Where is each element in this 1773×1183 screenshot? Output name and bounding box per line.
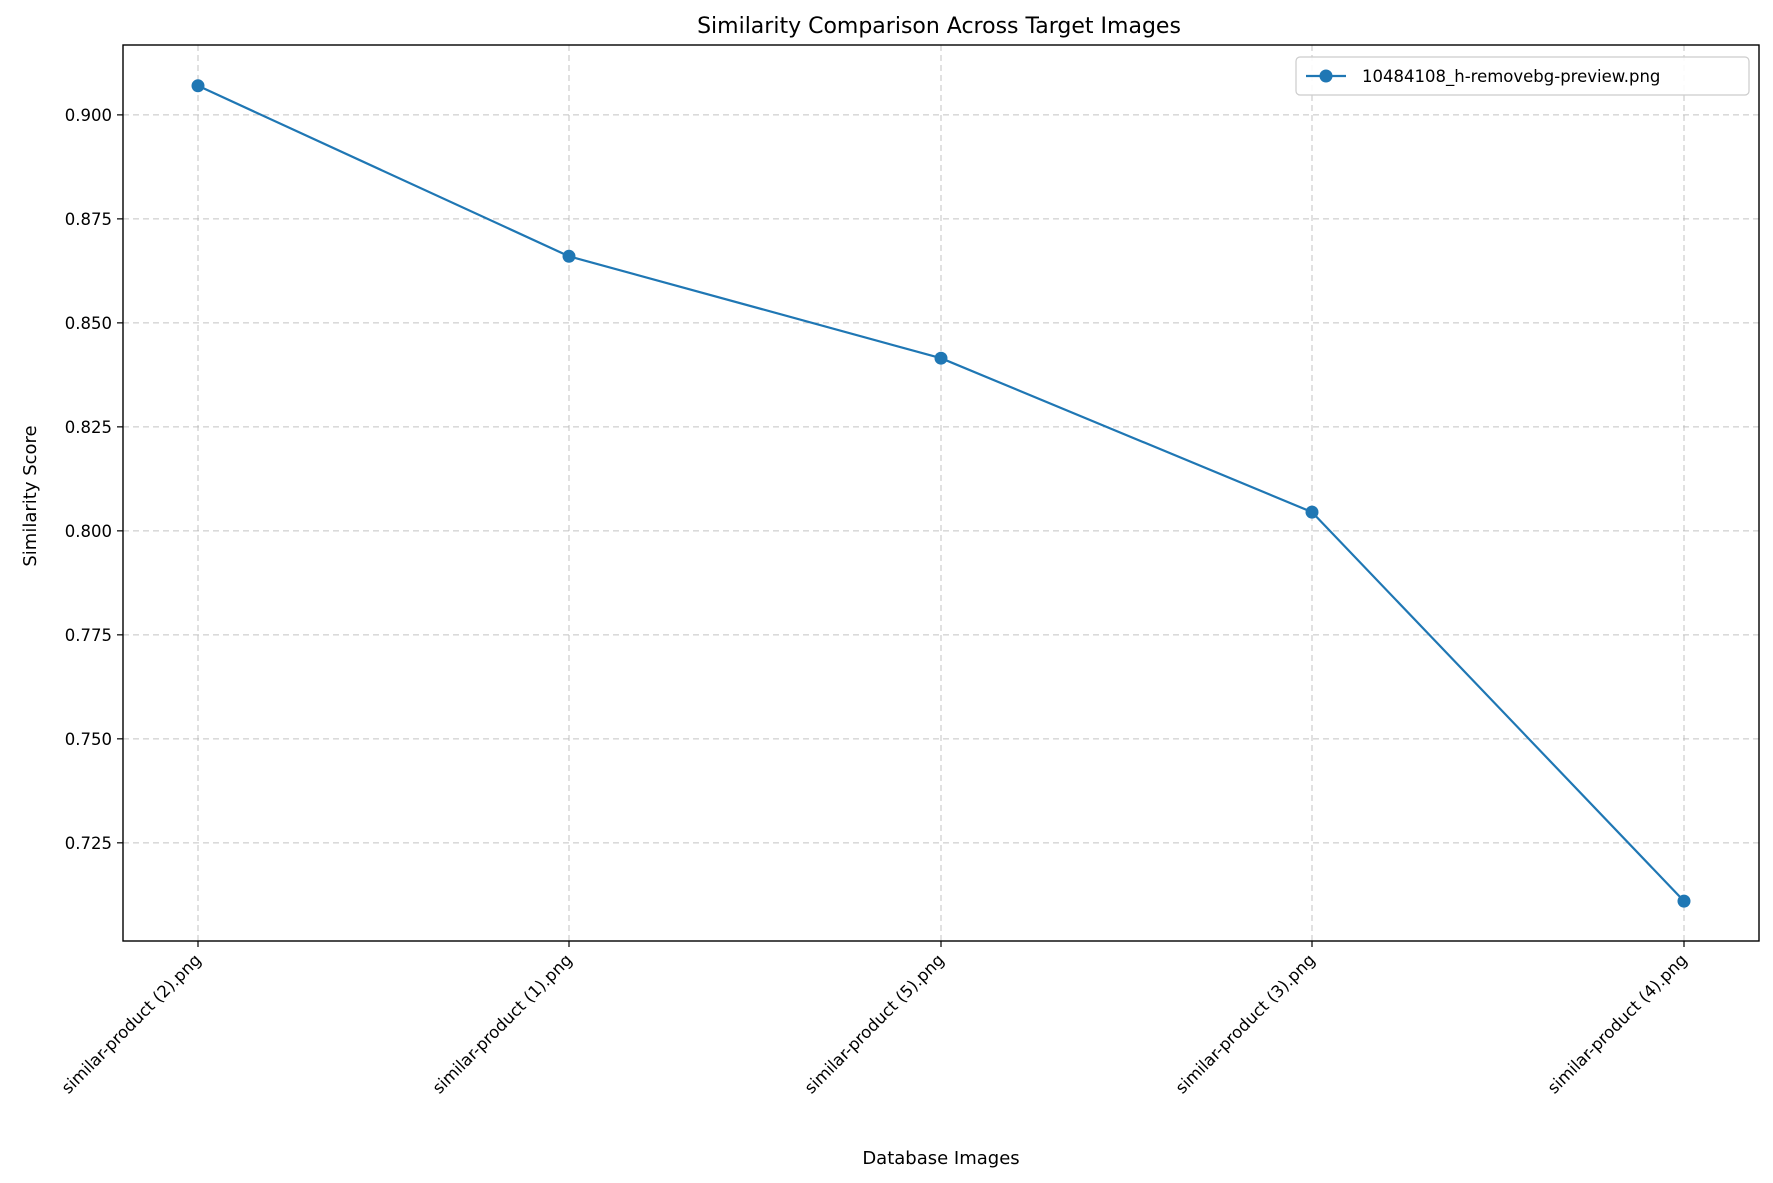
data-point: [191, 79, 205, 93]
x-axis-label: Database Images: [862, 1148, 1019, 1169]
x-tick-label: similar-product (2).png: [58, 950, 205, 1097]
y-axis-label: Similarity Score: [20, 425, 41, 566]
y-tick-label: 0.900: [65, 106, 112, 125]
data-point: [1305, 505, 1319, 519]
y-tick-label: 0.825: [65, 418, 112, 437]
y-tick-label: 0.775: [65, 626, 112, 645]
legend-point-marker: [1319, 69, 1333, 83]
data-point: [934, 351, 948, 365]
data-point: [562, 249, 576, 263]
series-layer: [191, 79, 1691, 908]
y-tick-label: 0.725: [65, 834, 112, 853]
y-tick-label: 0.750: [65, 730, 112, 749]
data-point: [1677, 894, 1691, 908]
grid: [123, 45, 1759, 941]
x-tick-label: similar-product (4).png: [1544, 950, 1691, 1097]
x-tick-label: similar-product (3).png: [1172, 950, 1319, 1097]
y-tick-label: 0.850: [65, 314, 112, 333]
plot-frame: [122, 44, 1760, 942]
chart-title: Similarity Comparison Across Target Imag…: [697, 14, 1181, 39]
legend-box: [1295, 56, 1750, 96]
x-tick-label: similar-product (1).png: [429, 950, 576, 1097]
legend-series-name: 10484108_h-removebg-preview.png: [1362, 67, 1660, 87]
x-tick-label: similar-product (5).png: [801, 950, 948, 1097]
axes: 0.725 0.750 0.775 0.800 0.825 0.850 0.875 0.900…: [58, 106, 1691, 1098]
y-tick-label: 0.875: [65, 210, 112, 229]
legend: 10484108_h-removebg-preview.png: [1295, 56, 1750, 96]
y-tick-label: 0.800: [65, 522, 112, 541]
